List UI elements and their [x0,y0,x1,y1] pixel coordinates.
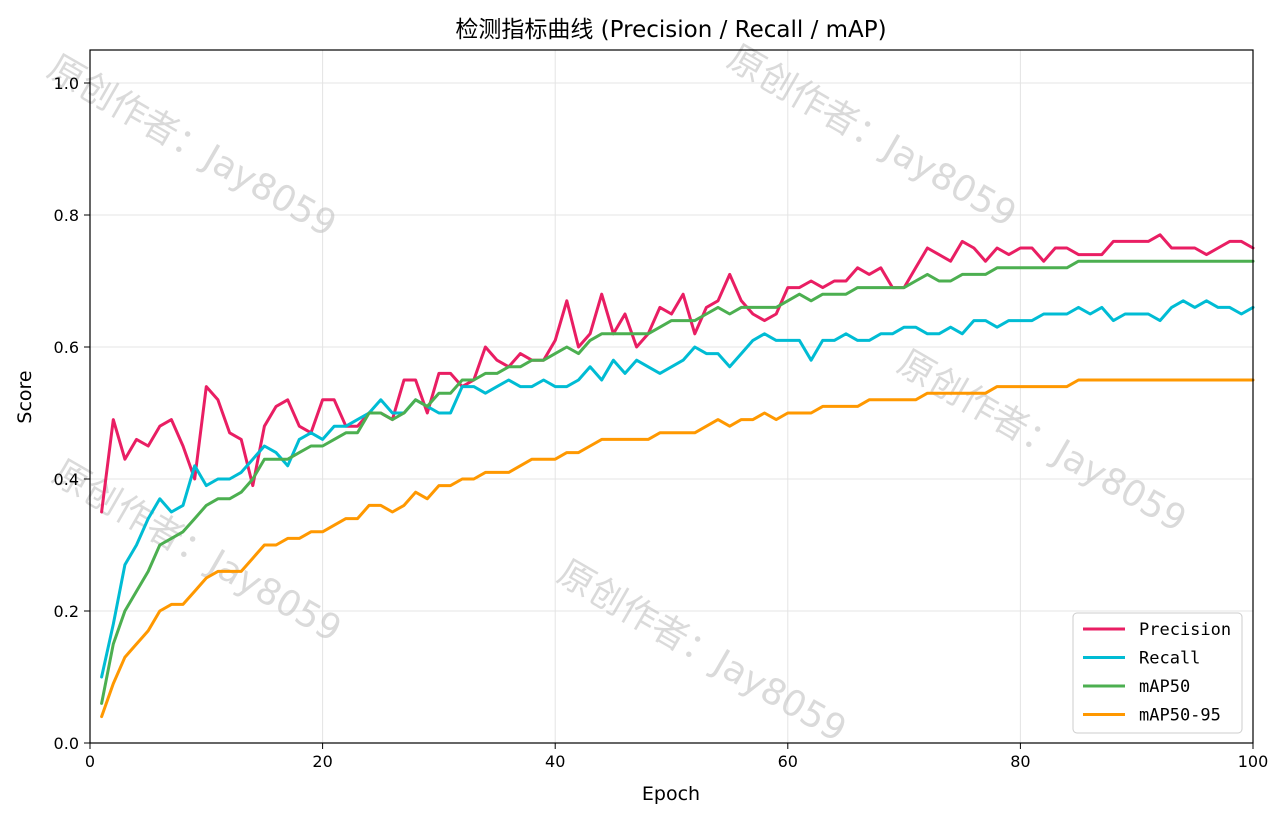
x-tick-label: 20 [312,752,332,771]
y-tick-label: 0.2 [54,602,79,621]
y-tick-label: 0.8 [54,206,79,225]
legend-label: Recall [1139,649,1200,669]
chart-title: 检测指标曲线 (Precision / Recall / mAP) [455,17,886,43]
series-line-precision [100,233,1255,514]
legend-box [1072,612,1243,734]
y-tick-label: 0.4 [54,470,79,489]
y-tick-label: 0.6 [54,338,79,357]
y-tick-label: 0.0 [54,734,79,753]
axis-ticks: 0 20 40 60 80 100 0.0 0.2 0.4 0.6 0.8 1.0 [54,74,1269,771]
series-line-map50 [100,259,1255,705]
x-tick-label: 40 [545,752,565,771]
plot-frame [89,49,1254,744]
y-axis-label: Score [14,370,36,423]
x-tick-label: 60 [778,752,798,771]
chart-legend: Precision Recall mAP50 mAP50-95 [1072,612,1243,734]
x-tick-label: 80 [1010,752,1030,771]
series-line-map50-95 [100,378,1255,719]
series-lines [100,233,1255,719]
y-tick-label: 1.0 [54,74,79,93]
x-tick-label: 0 [85,752,95,771]
legend-label: Precision [1139,620,1231,640]
series-line-recall [100,299,1255,679]
legend-label: mAP50-95 [1139,706,1221,726]
legend-label: mAP50 [1139,677,1190,697]
x-axis-label: Epoch [642,783,700,805]
x-tick-label: 100 [1238,752,1269,771]
